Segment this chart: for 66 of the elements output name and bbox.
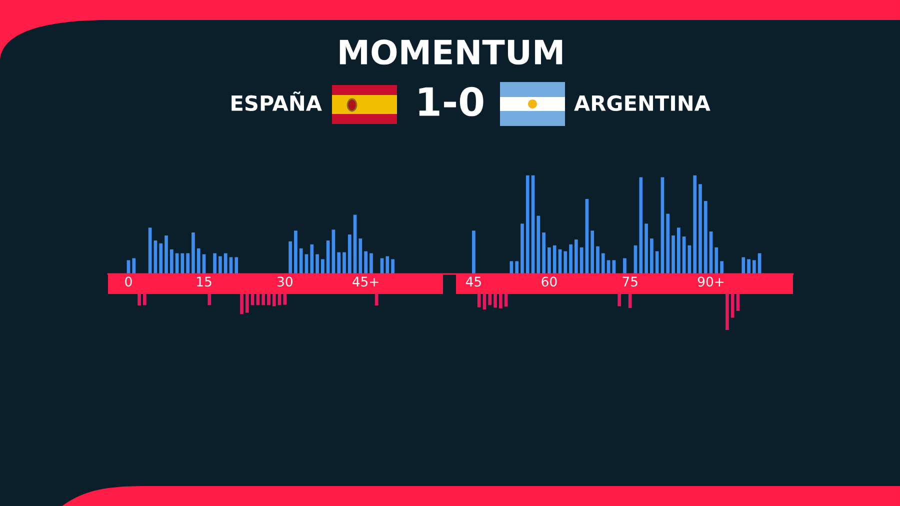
text: ARGENTINA [574, 95, 710, 112]
bar [698, 184, 702, 274]
bar [218, 256, 222, 274]
x-tick-label: 60 [542, 276, 557, 287]
x-tick-label: 45 [466, 276, 481, 287]
bar [676, 228, 680, 274]
bar [655, 251, 659, 274]
bar [596, 246, 600, 274]
x-tick-label: 15 [197, 276, 212, 287]
text: ESPAÑA [232, 91, 322, 112]
bar [170, 249, 174, 274]
bar [213, 253, 216, 274]
bar [337, 252, 341, 274]
chart-title: MOMENTUM [340, 39, 562, 65]
bar [672, 236, 675, 274]
bar [288, 241, 292, 274]
bar [526, 175, 530, 274]
bar [590, 230, 594, 274]
bar [644, 224, 648, 274]
bar [294, 230, 298, 274]
bar [391, 259, 394, 274]
bar [747, 259, 750, 274]
bar [299, 248, 303, 274]
bar [234, 257, 238, 274]
bar [515, 261, 519, 274]
bar [224, 253, 228, 274]
bar [132, 258, 136, 274]
bar [752, 260, 756, 274]
bar [186, 253, 190, 274]
bar [542, 232, 546, 274]
bar [552, 245, 556, 274]
bar [348, 234, 352, 274]
bar [693, 175, 697, 274]
bar [310, 244, 314, 274]
bar [569, 244, 572, 274]
bar [536, 216, 540, 274]
bar [742, 257, 746, 274]
bar [159, 243, 163, 274]
x-tick-label: 90+ [698, 276, 724, 287]
x-tick-label: 30 [278, 276, 292, 287]
bar [370, 253, 373, 274]
bar [704, 200, 708, 274]
x-tick-label: 75 [622, 276, 638, 287]
bar [650, 238, 654, 274]
bar [639, 177, 643, 274]
bar [196, 248, 200, 274]
bar [666, 214, 670, 274]
bar [192, 232, 195, 274]
bar [316, 254, 319, 274]
bar [472, 230, 476, 274]
bar [164, 236, 168, 274]
bar [548, 247, 551, 274]
bar [520, 224, 524, 274]
text: 1-0 [419, 86, 484, 116]
bar [364, 251, 368, 274]
bar [720, 261, 724, 274]
x-tick-label: 45+ [352, 276, 378, 287]
bar [320, 259, 324, 274]
bar [564, 251, 568, 274]
bar [574, 239, 578, 274]
bar [386, 256, 390, 274]
x-tick-label: 0 [125, 276, 132, 287]
bar [342, 252, 346, 274]
bar [714, 247, 718, 274]
bar [623, 258, 626, 274]
bar [601, 253, 605, 274]
